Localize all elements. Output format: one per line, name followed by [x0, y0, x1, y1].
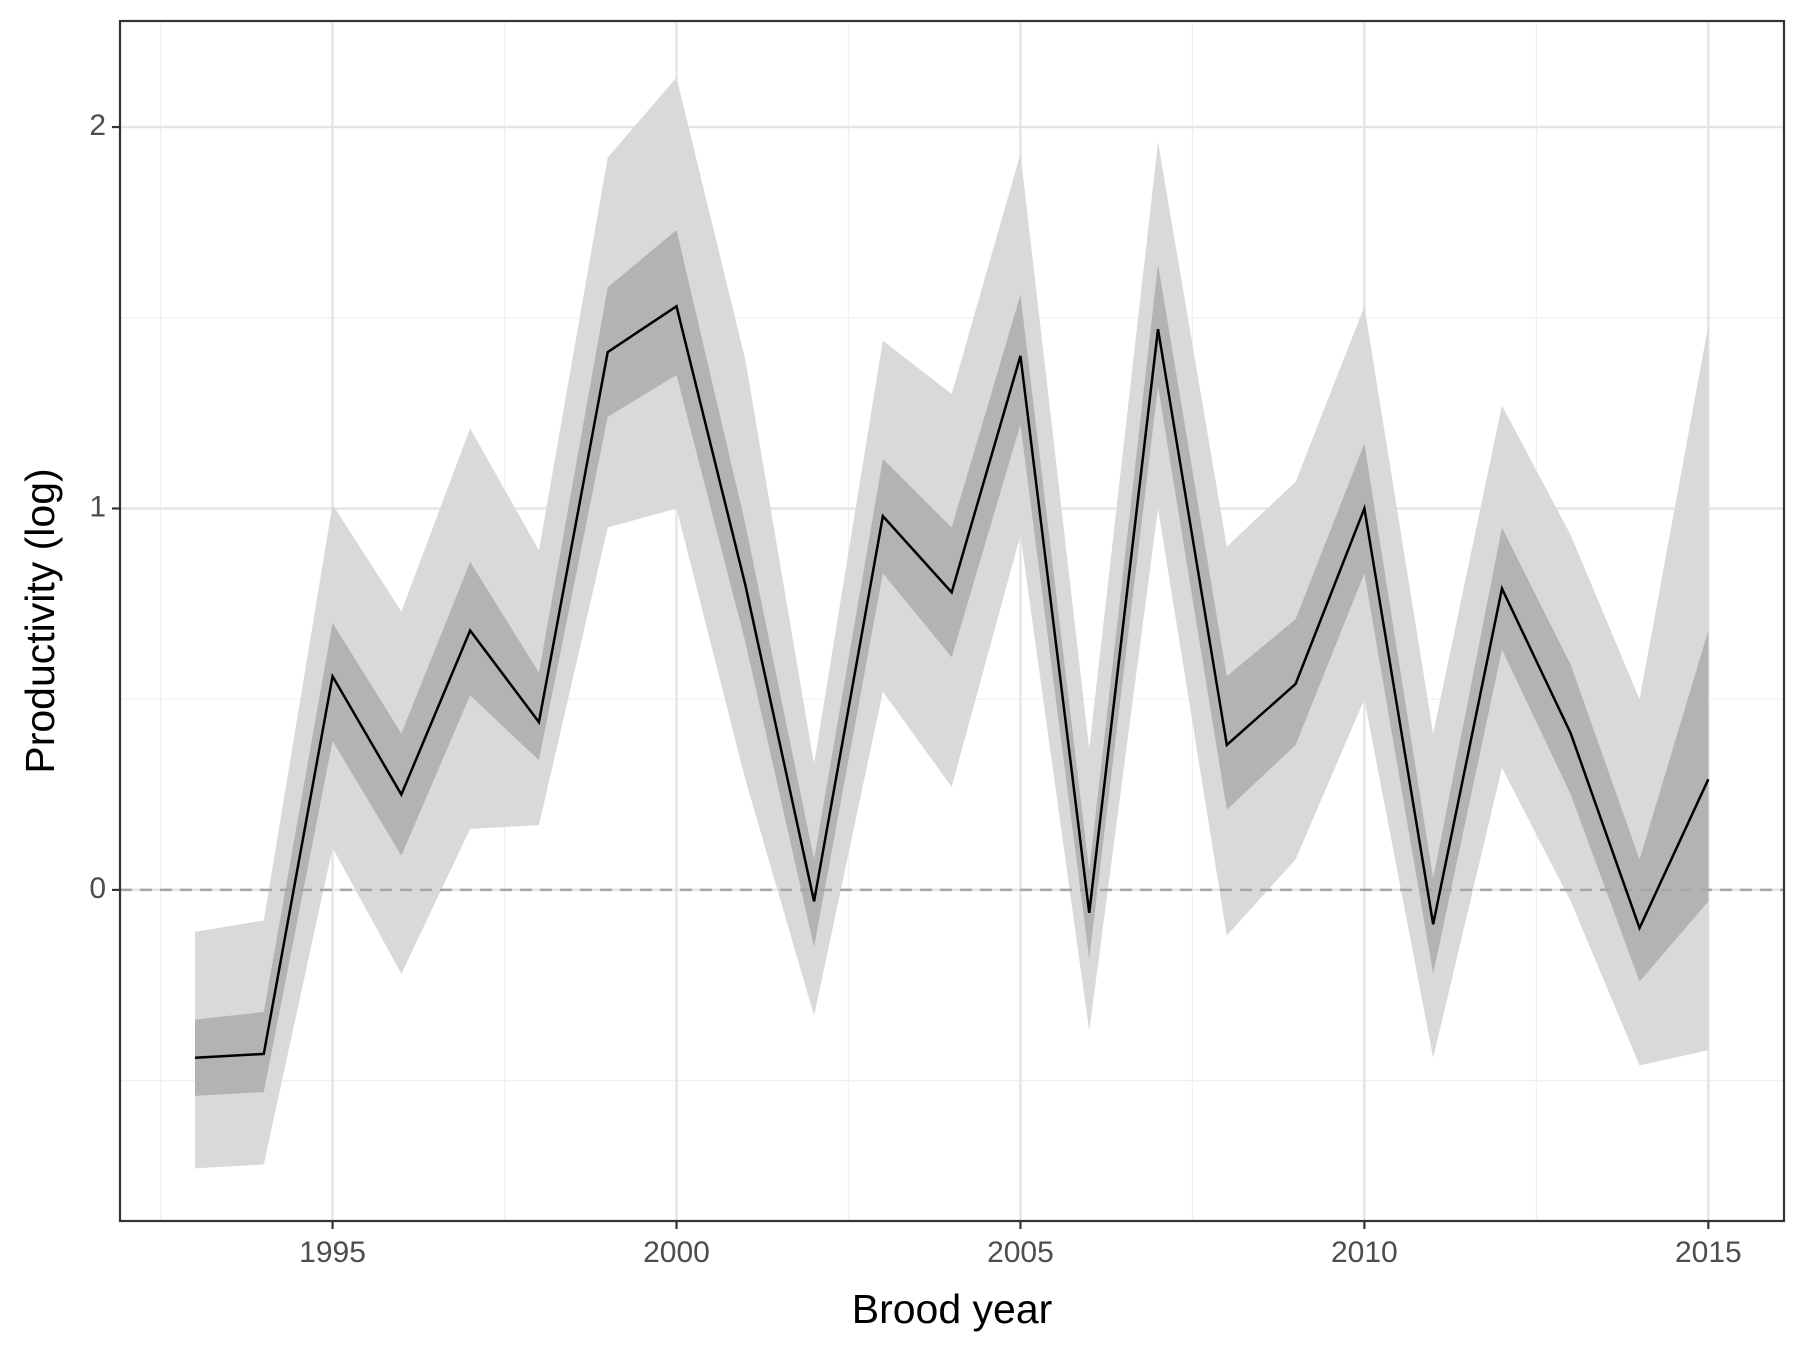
median-line: [194, 304, 1710, 1059]
y-axis-title: Productivity (log): [17, 468, 63, 773]
x-tick-label: 2000: [643, 1236, 710, 1269]
band: [194, 230, 1709, 1096]
x-tick-label: 2005: [987, 1236, 1054, 1269]
x-tick-label: 1995: [299, 1236, 366, 1269]
x-tick-label: 2015: [1675, 1236, 1742, 1269]
y-tick-label: 2: [89, 109, 106, 142]
x-tick-label: 2010: [1331, 1236, 1398, 1269]
panel-border: [118, 19, 1786, 1223]
y-tick-label: 1: [89, 490, 106, 523]
x-axis-title: Brood year: [852, 1286, 1053, 1332]
y-tick-label: 0: [89, 872, 106, 905]
